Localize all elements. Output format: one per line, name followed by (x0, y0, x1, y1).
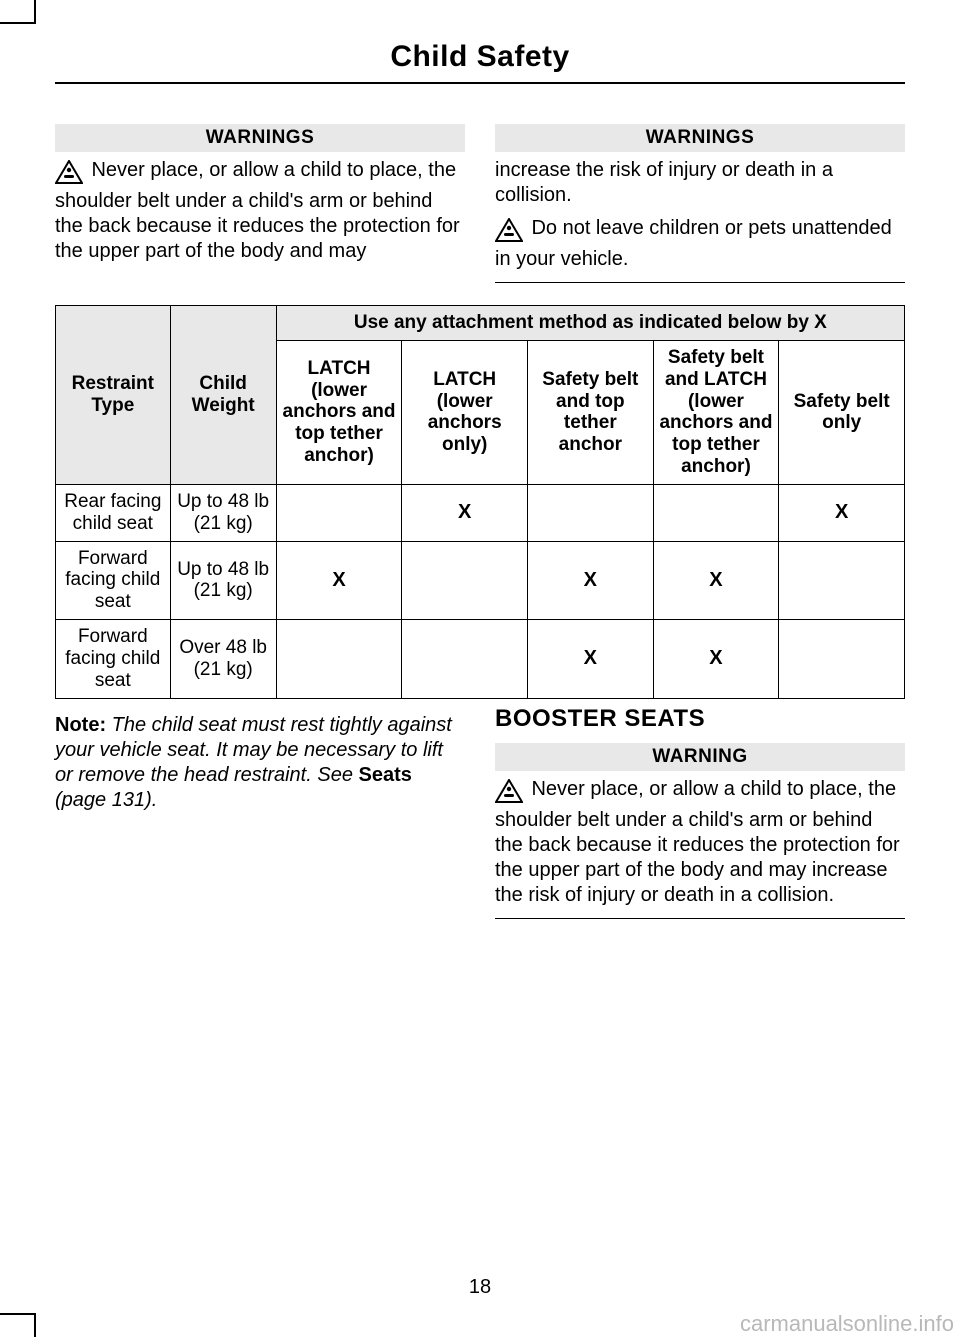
cell (276, 484, 402, 541)
note-label: Note: (55, 714, 106, 736)
cell-type: Rear facing child seat (56, 484, 171, 541)
table-row: Forward facing child seat Over 48 lb (21… (56, 620, 905, 699)
table-row: Rear facing child seat Up to 48 lb (21 k… (56, 484, 905, 541)
divider (495, 918, 905, 919)
page-number: 18 (55, 1276, 905, 1299)
cell-type: Forward facing child seat (56, 620, 171, 699)
booster-heading: BOOSTER SEATS (495, 705, 905, 733)
booster-col: BOOSTER SEATS WARNING Never place, or al… (495, 699, 905, 919)
warning-heading: WARNING (495, 743, 905, 771)
cell-type: Forward facing child seat (56, 541, 171, 620)
cell (528, 484, 654, 541)
cell (779, 541, 905, 620)
th-weight: Child Weight (170, 306, 276, 485)
table-row: Forward facing child seat Up to 48 lb (2… (56, 541, 905, 620)
cell (402, 620, 528, 699)
cell (276, 620, 402, 699)
warning-item: Never place, or allow a child to place, … (495, 777, 905, 908)
watermark: carmanualsonline.info (740, 1311, 954, 1337)
cell (402, 541, 528, 620)
lower-row: Note: The child seat must rest tightly a… (55, 699, 905, 919)
th-sub4: Safety belt and LATCH (lower anchors and… (653, 340, 779, 484)
crop-mark (0, 1313, 36, 1337)
th-sub5: Safety belt only (779, 340, 905, 484)
restraint-table: Restraint Type Child Weight Use any atta… (55, 305, 905, 699)
th-sub2: LATCH (lower anchors only) (402, 340, 528, 484)
warnings-right-col: WARNINGS increase the risk of injury or … (495, 124, 905, 283)
cell-weight: Up to 48 lb (21 kg) (170, 541, 276, 620)
note-col: Note: The child seat must rest tightly a… (55, 699, 465, 919)
cell-weight: Up to 48 lb (21 kg) (170, 484, 276, 541)
th-sub1: LATCH (lower anchors and top tether anch… (276, 340, 402, 484)
warning-text: Do not leave children or pets unattended… (495, 217, 892, 270)
warning-icon (495, 218, 523, 247)
divider (495, 282, 905, 283)
warnings-heading: WARNINGS (495, 124, 905, 152)
warning-icon (495, 779, 523, 808)
warning-icon (55, 160, 83, 189)
warnings-row: WARNINGS Never place, or allow a child t… (55, 124, 905, 283)
th-restraint: Restraint Type (56, 306, 171, 485)
warning-continuation: increase the risk of injury or death in … (495, 158, 905, 208)
warnings-left-col: WARNINGS Never place, or allow a child t… (55, 124, 465, 283)
cell (653, 484, 779, 541)
warning-item: Never place, or allow a child to place, … (55, 158, 465, 264)
note: Note: The child seat must rest tightly a… (55, 713, 465, 813)
warning-text: Never place, or allow a child to place, … (55, 159, 460, 262)
cell: X (528, 620, 654, 699)
th-sub3: Safety belt and top tether anchor (528, 340, 654, 484)
note-seats: Seats (359, 764, 412, 786)
cell: X (402, 484, 528, 541)
cell (779, 620, 905, 699)
warnings-heading: WARNINGS (55, 124, 465, 152)
cell: X (653, 620, 779, 699)
page-title: Child Safety (55, 40, 905, 82)
header-rule (55, 82, 905, 84)
crop-mark (0, 0, 36, 24)
cell: X (276, 541, 402, 620)
th-span: Use any attachment method as indicated b… (276, 306, 904, 341)
warning-text: Never place, or allow a child to place, … (495, 778, 900, 906)
page-content: Child Safety WARNINGS Never place, or al… (55, 40, 905, 1307)
cell: X (779, 484, 905, 541)
cell-weight: Over 48 lb (21 kg) (170, 620, 276, 699)
cell: X (653, 541, 779, 620)
note-page-ref: (page 131). (55, 789, 157, 811)
cell: X (528, 541, 654, 620)
warning-item: Do not leave children or pets unattended… (495, 216, 905, 272)
